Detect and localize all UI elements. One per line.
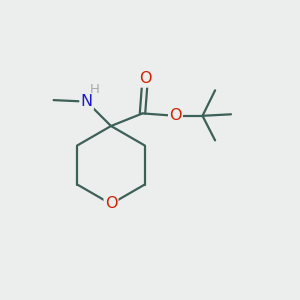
Text: O: O: [169, 108, 182, 123]
Text: N: N: [80, 94, 93, 109]
Text: H: H: [90, 82, 100, 95]
Text: O: O: [139, 71, 151, 86]
Text: O: O: [105, 196, 117, 211]
